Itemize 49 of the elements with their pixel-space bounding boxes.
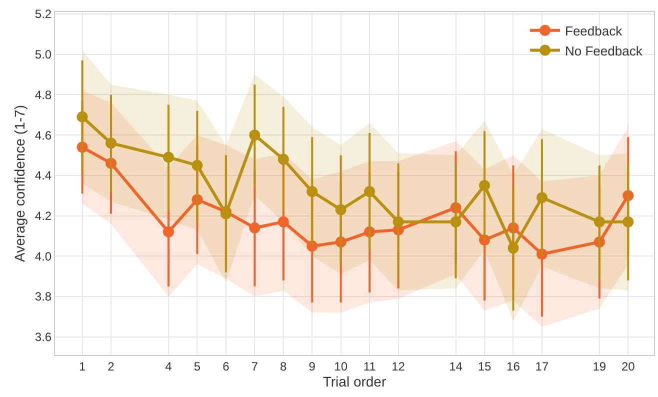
legend-label: Feedback [565, 23, 623, 38]
y-tick-label: 4.8 [34, 88, 52, 102]
point [278, 154, 289, 165]
y-tick-label: 4.4 [34, 168, 52, 183]
x-tick-label: 9 [308, 359, 316, 374]
point [249, 222, 260, 234]
point [249, 130, 260, 141]
point [364, 186, 376, 198]
point [192, 160, 203, 171]
point [76, 111, 88, 122]
y-tick-label: 4.2 [34, 208, 52, 223]
y-tick-label: 5.0 [34, 48, 52, 62]
point [106, 138, 117, 149]
point [162, 152, 174, 163]
point [536, 192, 548, 204]
x-tick-label: 11 [363, 359, 376, 374]
legend-label: No Feedback [565, 43, 643, 58]
x-tick-label: 16 [506, 359, 520, 374]
x-tick-label: 14 [449, 359, 463, 374]
point [450, 216, 462, 228]
y-tick-label: 4.0 [34, 249, 52, 264]
x-tick-label: 5 [194, 359, 201, 374]
x-tick-label: 8 [280, 359, 288, 374]
x-tick-label: 12 [392, 359, 406, 374]
point [508, 242, 519, 254]
point [392, 216, 404, 228]
x-tick-label: 17 [535, 359, 549, 374]
x-tick-label: 19 [592, 359, 606, 374]
point [479, 180, 490, 192]
x-tick-label: 10 [334, 359, 348, 374]
y-tick-label: 4.6 [34, 128, 52, 142]
point [278, 216, 289, 228]
x-tick-label: 6 [222, 359, 230, 374]
point [622, 216, 634, 228]
y-tick-label: 5.2 [34, 7, 52, 22]
y-tick-label: 3.6 [34, 330, 52, 344]
point [306, 186, 318, 198]
y-tick-label: 3.8 [34, 290, 52, 304]
x-tick-label: 1 [78, 359, 86, 374]
x-axis-title: Trial order [322, 374, 386, 390]
x-tick-label: 20 [621, 359, 636, 374]
y-axis-title: Average confidence (1-7) [12, 105, 28, 262]
x-tick-label: 4 [165, 359, 172, 374]
point [162, 226, 174, 238]
x-tick-label: 7 [251, 359, 258, 374]
point [335, 204, 346, 216]
x-tick-label: 15 [478, 359, 492, 374]
point [594, 216, 605, 228]
x-tick-label: 2 [108, 359, 115, 374]
